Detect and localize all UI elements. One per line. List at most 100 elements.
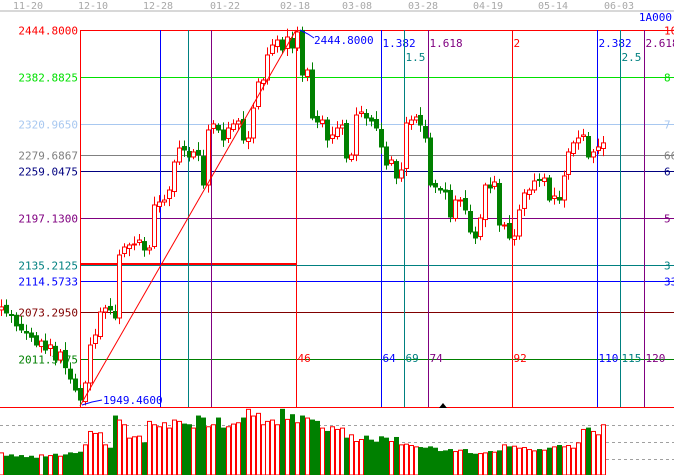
volume-bar (157, 426, 162, 475)
candle-up (295, 31, 300, 49)
volume-bar (191, 427, 196, 475)
candle-down (315, 115, 320, 123)
date-tick: 12-10 (78, 1, 108, 12)
volume-bar (295, 422, 300, 475)
candle-up (88, 344, 93, 384)
volume-bar (527, 449, 532, 475)
candle-down (14, 314, 19, 327)
volume-bar (113, 415, 118, 475)
volume-bar (58, 455, 63, 475)
time-count-label: 115 (622, 352, 642, 365)
volume-bar (384, 437, 389, 475)
time-count-label: 110 (599, 352, 619, 365)
candle-down (29, 332, 34, 338)
price-level-right-label: 8 (664, 72, 671, 85)
volume-bar (300, 415, 305, 475)
volume-bar (507, 446, 512, 475)
candle-down (310, 69, 315, 119)
volume-bar (478, 453, 483, 475)
price-level-right-label: 7 (664, 119, 671, 132)
time-count-label: 74 (430, 352, 444, 365)
candle-up (340, 124, 345, 129)
candle-up (527, 189, 532, 195)
time-lines: 1461.382641.5691.618742922.3821102.51152… (160, 30, 674, 407)
date-tick: 12-28 (143, 1, 173, 12)
volume-bar (453, 451, 458, 475)
candle-up (512, 235, 517, 241)
volume-bar (310, 419, 315, 475)
candle-up (256, 81, 261, 108)
candle-up (330, 134, 335, 139)
date-tick: 03-28 (408, 1, 438, 12)
volume-bar (142, 442, 147, 475)
candle-up (122, 246, 127, 254)
date-axis: 11-20 12-10 12-28 01-22 02-18 03-08 03-28 04-19… (13, 1, 634, 12)
time-ratio-label: 1.382 (383, 37, 416, 50)
low-connector (81, 399, 103, 406)
volume-bar (537, 449, 542, 475)
candle-up (349, 154, 354, 160)
candle-down (280, 39, 285, 51)
candle-down (468, 210, 473, 233)
volume-bar (483, 452, 488, 475)
candle-down (473, 231, 478, 239)
candle-up (320, 119, 325, 125)
candle-down (221, 129, 226, 141)
candle-up (285, 36, 290, 49)
volume-bar (404, 443, 409, 475)
candle-up (359, 111, 364, 114)
candle-up (270, 44, 275, 54)
volume-bar (488, 451, 493, 475)
candle-down (216, 124, 221, 131)
volume-bar (211, 424, 216, 475)
volume-bar (542, 449, 547, 475)
date-tick: 04-19 (473, 1, 503, 12)
candle-down (78, 388, 83, 401)
candle-up (478, 217, 483, 237)
volume-bar (290, 414, 295, 475)
volume-bar (335, 428, 340, 475)
volume-bar (63, 454, 68, 475)
volume-bar (39, 454, 44, 475)
volume-bar (270, 419, 275, 475)
volume-bar (414, 446, 419, 475)
candle-up (566, 151, 571, 175)
candle-down (537, 178, 542, 181)
volume-bar (522, 447, 527, 475)
candle-down (19, 323, 24, 331)
candle-up (58, 351, 63, 361)
volume-bar (132, 436, 137, 475)
price-level-right-label: 10 (664, 25, 674, 38)
volume-bar (448, 449, 453, 475)
candle-down (448, 189, 453, 218)
candle-up (261, 79, 266, 85)
candle-up (502, 224, 507, 227)
candle-down (438, 187, 443, 191)
time-ratio-label: 2.382 (599, 37, 632, 50)
volume-bar (172, 419, 177, 475)
volume-bar (512, 445, 517, 475)
volume-bar (330, 426, 335, 475)
volume-bar (438, 451, 443, 475)
candle-down (9, 314, 14, 317)
volume-bar (152, 424, 157, 475)
volume-bar (216, 417, 221, 475)
candle-down (73, 378, 78, 391)
candle-up (236, 120, 241, 125)
price-level-label: 2197.1300 (18, 213, 78, 226)
volume-bar (231, 423, 236, 475)
volume-bar (43, 456, 48, 475)
volume-bar (325, 430, 330, 475)
time-ratio-label: 2 (514, 37, 521, 50)
candle-up (0, 306, 4, 311)
candle-up (246, 137, 251, 143)
volume-bar (226, 426, 231, 475)
candle-down (443, 189, 448, 193)
volume-bar (423, 447, 428, 475)
candle-down (463, 198, 468, 211)
volume-bar (502, 444, 507, 475)
candle-down (369, 117, 374, 122)
candle-up (137, 239, 142, 243)
volume-bar (162, 422, 167, 475)
